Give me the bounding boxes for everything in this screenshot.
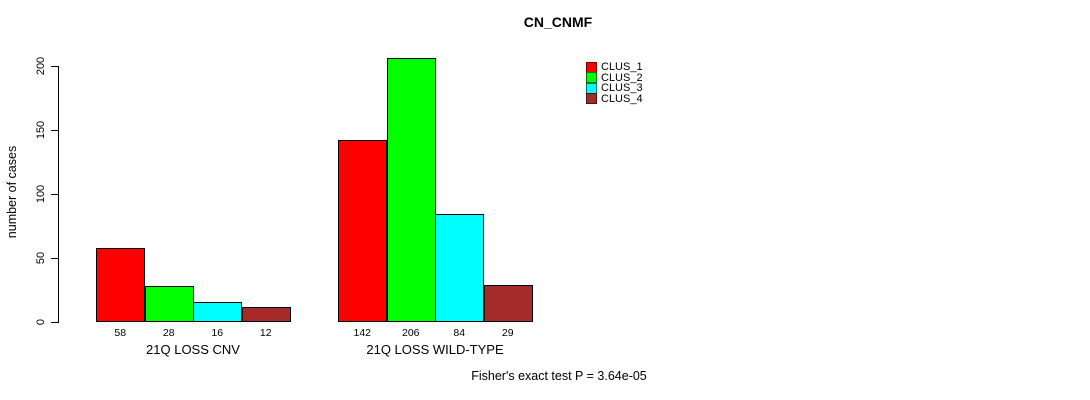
y-tick-label: 0 [35, 318, 47, 326]
y-axis-line [58, 66, 59, 323]
bar-value-label: 28 [162, 327, 175, 339]
bar-value-label: 58 [114, 327, 127, 339]
legend-item-clus_4: CLUS_4 [586, 92, 643, 105]
legend-item-clus_1: CLUS_1 [586, 61, 643, 73]
chart-title: CN_CNMF [523, 14, 593, 30]
bar-clus_2-group2 [387, 58, 436, 322]
legend-swatch-icon [586, 61, 597, 73]
bar-value-label: 142 [353, 327, 372, 339]
bar-clus_2-group1 [145, 286, 194, 322]
legend-label: CLUS_1 [601, 61, 643, 73]
bar-clus_4-group2 [484, 285, 533, 322]
bar-value-label: 16 [211, 327, 224, 339]
legend-swatch-icon [586, 82, 597, 94]
bar-clus_3-group1 [193, 302, 242, 322]
y-tick-mark [51, 257, 58, 259]
y-tick-label: 50 [35, 251, 47, 265]
y-tick-mark [51, 65, 58, 67]
legend: CLUS_1 CLUS_2 CLUS_3 CLUS_4 [586, 61, 643, 105]
fisher-test-annotation: Fisher's exact test P = 3.64e-05 [471, 369, 647, 383]
legend-swatch-icon [586, 72, 597, 84]
y-tick-label: 100 [35, 184, 47, 204]
y-tick-label: 150 [35, 120, 47, 140]
bar-value-label: 29 [501, 327, 514, 339]
y-tick-mark [51, 193, 58, 195]
bar-clus_1-group2 [338, 140, 387, 322]
legend-swatch-icon [586, 93, 597, 105]
legend-label: CLUS_2 [601, 71, 643, 84]
legend-item-clus_3: CLUS_3 [586, 82, 643, 94]
group-label-1: 21Q LOSS CNV [146, 342, 240, 357]
y-tick-mark [51, 321, 58, 323]
bar-value-label: 206 [401, 327, 420, 339]
bar-clus_3-group2 [435, 214, 484, 322]
legend-label: CLUS_4 [601, 92, 643, 105]
group-label-2: 21Q LOSS WILD-TYPE [366, 342, 504, 357]
bar-value-label: 84 [453, 327, 466, 339]
legend-label: CLUS_3 [601, 82, 643, 94]
y-axis-label: number of cases [5, 145, 19, 239]
bar-clus_1-group1 [96, 248, 145, 322]
y-tick-mark [51, 129, 58, 131]
bar-value-label: 12 [259, 327, 272, 339]
y-tick-label: 200 [35, 56, 47, 76]
bar-clus_4-group1 [242, 307, 291, 322]
